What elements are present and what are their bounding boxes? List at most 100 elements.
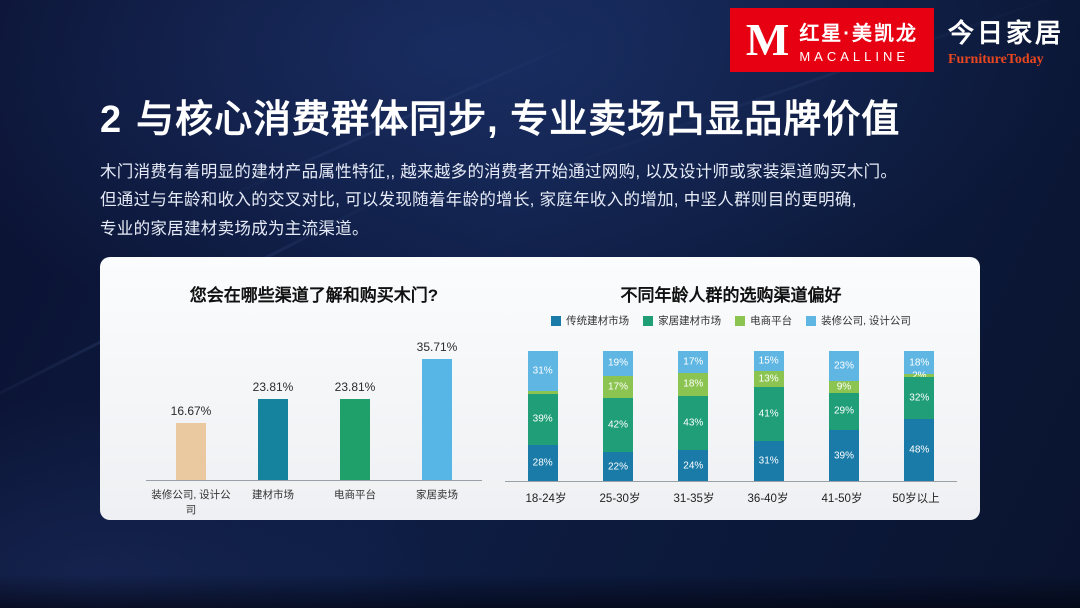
category-label: 41-50岁 — [821, 493, 863, 505]
legend-item: 传统建材市场 — [551, 313, 629, 328]
legend-item: 电商平台 — [735, 313, 792, 328]
right-chart-title: 不同年龄人群的选购渠道偏好 — [620, 286, 842, 305]
stacked-bar-column: 17% 18% 43% 24% — [656, 351, 731, 481]
stacked-bar-column: 23% 9% 29% 39% — [806, 351, 881, 481]
segment-value-label: 17% — [683, 356, 704, 368]
bar — [176, 423, 206, 480]
segment-value-label: 13% — [758, 373, 779, 385]
segment-value-label: 15% — [758, 355, 779, 367]
stacked-bar: 19% 17% 42% 22% — [602, 351, 633, 481]
segment-value-label: 2% — [912, 370, 927, 382]
category-label: 装修公司, 设计公司 — [151, 489, 231, 516]
bar-segment: 43% — [678, 395, 709, 451]
bar-segment: 39% — [828, 430, 859, 481]
intro-paragraph: 木门消费有着明显的建材产品属性特征,, 越来越多的消费者开始通过网购, 以及设计… — [100, 158, 1000, 243]
legend-item: 家居建材市场 — [643, 313, 721, 328]
segment-value-label: 32% — [909, 392, 930, 404]
paragraph-line: 专业的家居建材卖场成为主流渠道。 — [100, 219, 369, 238]
segment-value-label: 31% — [758, 455, 779, 467]
segment-value-label: 18% — [909, 357, 930, 369]
segment-value-label: 28% — [532, 457, 553, 469]
bar-segment: 15% — [753, 351, 784, 371]
macalline-name-en: MACALLINE — [799, 48, 910, 64]
logo-bar: M 红星·美凯龙 MACALLINE 今日家居 FurnitureToday — [729, 8, 1064, 72]
segment-value-label: 17% — [607, 381, 628, 393]
right-chart-bars: 31% 39% 28% 19% 17% 42% 22% 17% 18% 43% 24% 15% 13% 4… — [505, 340, 957, 482]
left-chart-categories: 装修公司, 设计公司 建材市场 电商平台 家居卖场 — [146, 481, 482, 517]
legend-item: 装修公司, 设计公司 — [806, 313, 911, 328]
segment-value-label: 18% — [683, 378, 704, 390]
bar-segment: 18% — [904, 351, 935, 375]
slide-number: 2 — [100, 99, 123, 141]
legend-label: 家居建材市场 — [658, 315, 722, 327]
bar — [340, 399, 370, 480]
bar-segment: 29% — [828, 392, 859, 431]
bar-segment: 39% — [527, 393, 558, 445]
segment-value-label: 39% — [532, 413, 553, 425]
bar-segment: 9% — [828, 380, 859, 393]
stacked-bar: 31% 39% 28% — [527, 351, 558, 481]
segment-value-label: 42% — [607, 419, 628, 431]
legend-swatch — [806, 315, 817, 326]
bar-segment: 32% — [904, 377, 935, 419]
left-chart: 您会在哪些渠道了解和购买木门? 16.67% 23.81% 23.81% 35.71%… — [146, 281, 482, 517]
stacked-bar-column: 31% 39% 28% — [505, 351, 580, 481]
bar-column: 35.71% — [396, 340, 478, 480]
category-label: 31-35岁 — [673, 493, 715, 505]
left-chart-title: 您会在哪些渠道了解和购买木门? — [189, 286, 439, 305]
furniture-today-name-en: FurnitureToday — [947, 51, 1044, 67]
legend-swatch — [643, 315, 654, 326]
paragraph-line: 木门消费有着明显的建材产品属性特征,, 越来越多的消费者开始通过网购, 以及设计… — [100, 163, 898, 181]
segment-value-label: 29% — [833, 405, 854, 417]
bar-column: 23.81% — [314, 380, 396, 480]
segment-value-label: 9% — [836, 381, 852, 393]
bar — [258, 399, 288, 480]
segment-value-label: 41% — [758, 408, 779, 420]
furniture-today-name-cn: 今日家居 — [947, 17, 1064, 48]
bar-value-label: 23.81% — [252, 380, 294, 394]
bar-segment: 17% — [678, 351, 709, 373]
macalline-logo-text: 红星·美凯龙 MACALLINE — [799, 17, 918, 64]
legend-label: 传统建材市场 — [566, 315, 630, 327]
category-label: 家居卖场 — [416, 489, 458, 501]
bar — [422, 358, 452, 480]
slide-title-text: 与核心消费群体同步, 专业卖场凸显品牌价值 — [136, 99, 901, 141]
stacked-bar: 15% 13% 41% 31% — [753, 351, 784, 481]
bar-segment — [527, 391, 558, 394]
bar-column: 23.81% — [232, 380, 314, 480]
charts-card: 您会在哪些渠道了解和购买木门? 16.67% 23.81% 23.81% 35.71%… — [100, 257, 980, 520]
right-chart-legend: 传统建材市场 家居建材市场 电商平台 装修公司, 设计公司 — [505, 313, 957, 328]
bar-segment: 28% — [527, 444, 558, 481]
stacked-bar: 23% 9% 29% 39% — [828, 351, 859, 481]
slide-title: 2 与核心消费群体同步, 专业卖场凸显品牌价值 — [100, 88, 900, 143]
stacked-bar-column: 15% 13% 41% 31% — [731, 351, 806, 481]
macalline-monogram-icon: M — [745, 14, 790, 65]
bar-segment: 17% — [602, 375, 633, 398]
legend-label: 装修公司, 设计公司 — [821, 315, 911, 327]
bar-segment: 22% — [602, 452, 633, 481]
bar-segment: 19% — [602, 351, 633, 376]
paragraph-line: 但通过与年龄和收入的交叉对比, 可以发现随着年龄的增长, 家庭年收入的增加, 中… — [100, 191, 857, 210]
bar-segment: 48% — [904, 418, 935, 481]
category-label: 36-40岁 — [747, 493, 789, 505]
legend-label: 电商平台 — [750, 315, 793, 327]
category-label: 电商平台 — [334, 489, 376, 501]
bar-segment: 24% — [678, 450, 709, 481]
bar-segment: 42% — [602, 397, 633, 453]
segment-value-label: 23% — [833, 360, 854, 372]
stacked-bar-column: 19% 17% 42% 22% — [580, 351, 655, 481]
bar-segment: 13% — [753, 370, 784, 388]
segment-value-label: 39% — [833, 450, 854, 462]
segment-value-label: 43% — [683, 417, 704, 429]
bottom-shade — [0, 574, 1080, 608]
bar-segment: 31% — [753, 440, 784, 481]
segment-value-label: 48% — [909, 444, 930, 456]
bar-column: 16.67% — [150, 404, 232, 480]
bar-value-label: 23.81% — [334, 380, 376, 394]
bar-segment: 18% — [678, 372, 709, 396]
bar-segment: 41% — [753, 387, 784, 441]
segment-value-label: 31% — [532, 365, 553, 377]
legend-swatch — [551, 315, 562, 326]
left-chart-bars: 16.67% 23.81% 23.81% 35.71% — [146, 316, 482, 481]
